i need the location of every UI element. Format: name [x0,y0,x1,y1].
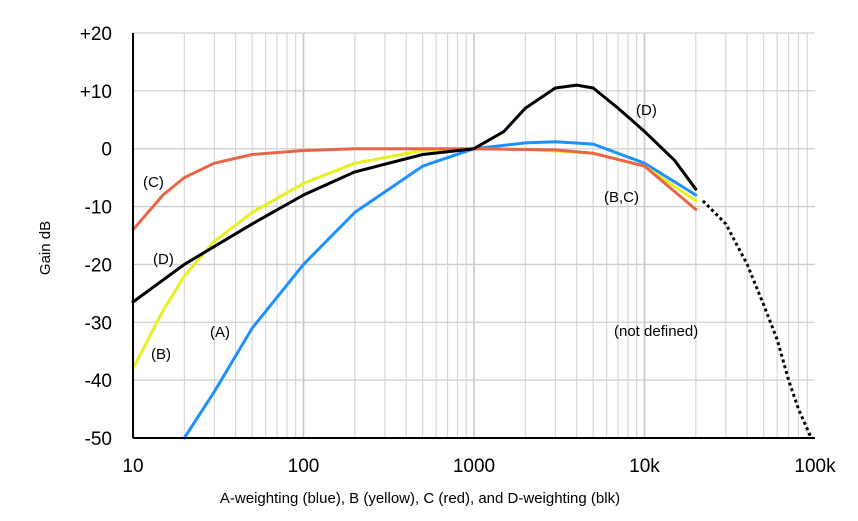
x-tick-label: 10 [122,456,143,477]
y-tick-label: -50 [85,429,112,450]
series-line-4 [701,199,813,439]
annotation-c: (C) [143,174,164,191]
y-tick-label: -40 [85,371,112,392]
x-tick-label: 10k [629,456,660,477]
annotation-not-defined: (not defined) [614,323,698,340]
y-axis-label: Gain dB [37,221,54,275]
y-tick-label: -10 [85,198,112,219]
chart-caption: A-weighting (blue), B (yellow), C (red),… [220,490,620,507]
series-line-3 [131,83,698,304]
annotation-bc: (B,C) [604,189,639,206]
x-tick-label: 1000 [453,456,495,477]
axes [132,33,815,439]
annotation-b: (B) [151,346,171,363]
y-tick-label: +10 [80,82,112,103]
y-tick-label: -20 [85,255,112,276]
y-tick-label: 0 [101,140,112,161]
annotation-a: (A) [210,324,230,341]
grid [132,32,815,439]
y-tick-label: -30 [85,313,112,334]
series-group [131,83,813,440]
x-tick-label: 100k [794,456,836,477]
series-line-2 [131,147,698,232]
annotation-d: (D) [153,251,174,268]
series-line-0 [182,140,698,440]
tick-labels: +20 +10 0 -10 -20 -30 -40 -50 10 100 1000 10k 100k [80,24,836,477]
y-tick-label: +20 [80,24,112,45]
annotation-d-peak: (D) [636,102,657,119]
x-tick-label: 100 [288,456,320,477]
